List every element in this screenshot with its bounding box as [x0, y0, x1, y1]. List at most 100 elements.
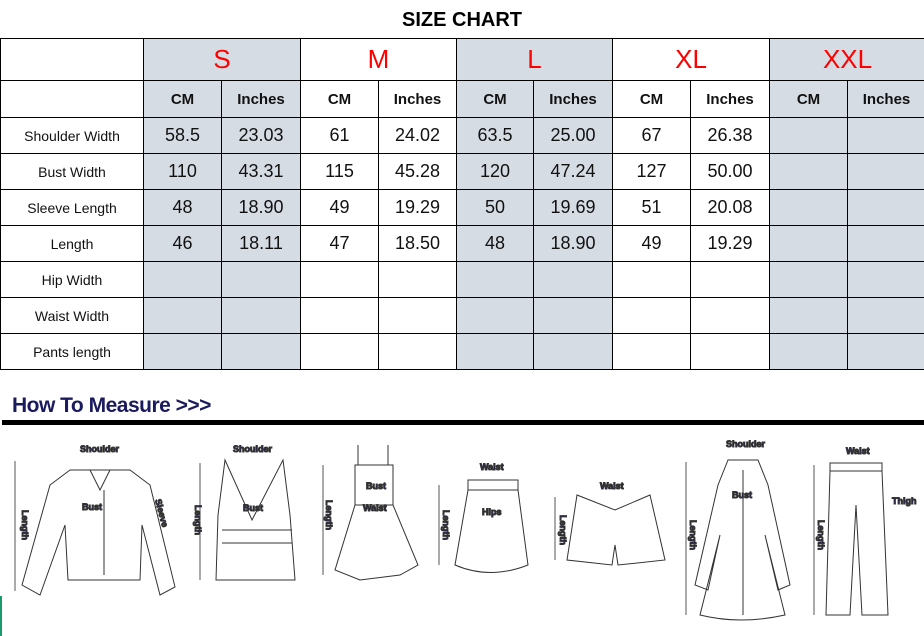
- table-cell: 18.90: [221, 189, 301, 226]
- table-cell: [769, 189, 849, 226]
- label-waist: Waist: [363, 503, 387, 513]
- table-cell: 58.5: [143, 117, 222, 154]
- row-label: Sleeve Length: [0, 189, 144, 226]
- unit-header: Inches: [690, 80, 771, 118]
- table-cell: [769, 333, 849, 370]
- table-cell: [456, 261, 535, 298]
- unit-header: Inches: [221, 80, 301, 118]
- table-cell: [456, 333, 535, 370]
- table-cell: 47.24: [533, 153, 614, 190]
- label-hips: Hips: [482, 507, 502, 517]
- table-cell: [612, 333, 692, 370]
- table-cell: [847, 297, 924, 334]
- table-cell: 110: [143, 153, 222, 190]
- table-cell: 25.00: [533, 117, 614, 154]
- table-cell: [690, 333, 771, 370]
- table-cell: [847, 153, 924, 190]
- table-cell: 127: [612, 153, 692, 190]
- illustration-pants: Waist Thigh Length: [813, 446, 917, 616]
- divider: [2, 420, 924, 425]
- unit-header: CM: [300, 80, 379, 118]
- size-header-row: S M L XL XXL: [0, 38, 924, 81]
- unit-header: Inches: [847, 80, 924, 118]
- row-label: Pants length: [0, 333, 144, 370]
- table-cell: 20.08: [690, 189, 771, 226]
- table-cell: 115: [300, 153, 379, 190]
- measure-illustrations: Shoulder Bust Sleeve Length Shoulder Bus…: [14, 439, 917, 621]
- label-length: Length: [688, 520, 698, 550]
- illustration-shorts: Waist Length: [554, 481, 666, 566]
- table-cell: [847, 261, 924, 298]
- illustration-skirt: Waist Hips Length: [438, 462, 529, 573]
- table-cell: 63.5: [456, 117, 535, 154]
- how-to-measure-heading: How To Measure >>>: [12, 394, 211, 417]
- table-cell: 120: [456, 153, 535, 190]
- table-cell: [847, 189, 924, 226]
- label-length: Length: [324, 500, 334, 530]
- table-cell: [533, 333, 614, 370]
- table-cell: 18.11: [221, 225, 301, 262]
- row-label: Waist Width: [0, 297, 144, 334]
- label-shoulder: Shoulder: [80, 444, 119, 454]
- label-sleeve: Sleeve: [153, 498, 170, 528]
- unit-header: CM: [143, 80, 222, 118]
- table-cell: 46: [143, 225, 222, 262]
- table-cell: [612, 297, 692, 334]
- table-row: Bust Width 110 43.31 115 45.28 120 47.24 127 50.…: [0, 153, 924, 190]
- label-length: Length: [20, 510, 30, 540]
- row-label: Length: [0, 225, 144, 262]
- table-cell: 43.31: [221, 153, 301, 190]
- table-cell: [143, 261, 222, 298]
- table-cell: 19.29: [377, 189, 458, 226]
- table-cell: [456, 297, 535, 334]
- table-cell: 48: [143, 189, 222, 226]
- table-cell: [769, 297, 849, 334]
- label-waist: Waist: [480, 462, 504, 472]
- table-cell: [533, 261, 614, 298]
- table-cell: [690, 297, 771, 334]
- illustration-vest-top: Shoulder Bust Length: [193, 444, 296, 581]
- row-label: Bust Width: [0, 153, 144, 190]
- label-length: Length: [441, 510, 451, 540]
- label-bust: Bust: [243, 503, 263, 513]
- table-cell: [300, 333, 379, 370]
- table-cell: [769, 117, 849, 154]
- table-cell: 18.50: [377, 225, 458, 262]
- table-cell: 18.90: [533, 225, 614, 262]
- table-cell: [612, 261, 692, 298]
- table-cell: 23.03: [221, 117, 301, 154]
- table-cell: 49: [300, 189, 379, 226]
- table-cell: [769, 225, 849, 262]
- unit-header: Inches: [377, 80, 458, 118]
- table-cell: 51: [612, 189, 692, 226]
- table-row: Shoulder Width 58.5 23.03 61 24.02 63.5 25.00 6…: [0, 117, 924, 154]
- label-bust: Bust: [732, 490, 752, 500]
- label-bust: Bust: [366, 481, 386, 491]
- row-label: Hip Width: [0, 261, 144, 298]
- label-shoulder: Shoulder: [233, 444, 272, 454]
- unit-header-row: CM Inches CM Inches CM Inches CM Inches CM Inches: [0, 80, 924, 118]
- size-header-xl: XL: [612, 38, 771, 81]
- unit-header: CM: [769, 80, 849, 118]
- table-cell: [847, 333, 924, 370]
- table-cell: [221, 333, 301, 370]
- row-label: Shoulder Width: [0, 117, 144, 154]
- table-cell: 26.38: [690, 117, 771, 154]
- size-header-l: L: [456, 38, 614, 81]
- label-shoulder: Shoulder: [726, 439, 765, 449]
- table-cell: 19.29: [690, 225, 771, 262]
- table-cell: [300, 297, 379, 334]
- table-cell: [769, 153, 849, 190]
- table-cell: 19.69: [533, 189, 614, 226]
- table-cell: [690, 261, 771, 298]
- table-cell: 45.28: [377, 153, 458, 190]
- table-cell: [300, 261, 379, 298]
- label-length: Length: [558, 515, 568, 545]
- illustration-blouse: Shoulder Bust Sleeve Length: [14, 444, 176, 596]
- table-cell: [143, 297, 222, 334]
- table-cell: [143, 333, 222, 370]
- table-cell: 47: [300, 225, 379, 262]
- size-header-s: S: [143, 38, 301, 81]
- table-cell: 49: [612, 225, 692, 262]
- edge-marker: [0, 596, 2, 636]
